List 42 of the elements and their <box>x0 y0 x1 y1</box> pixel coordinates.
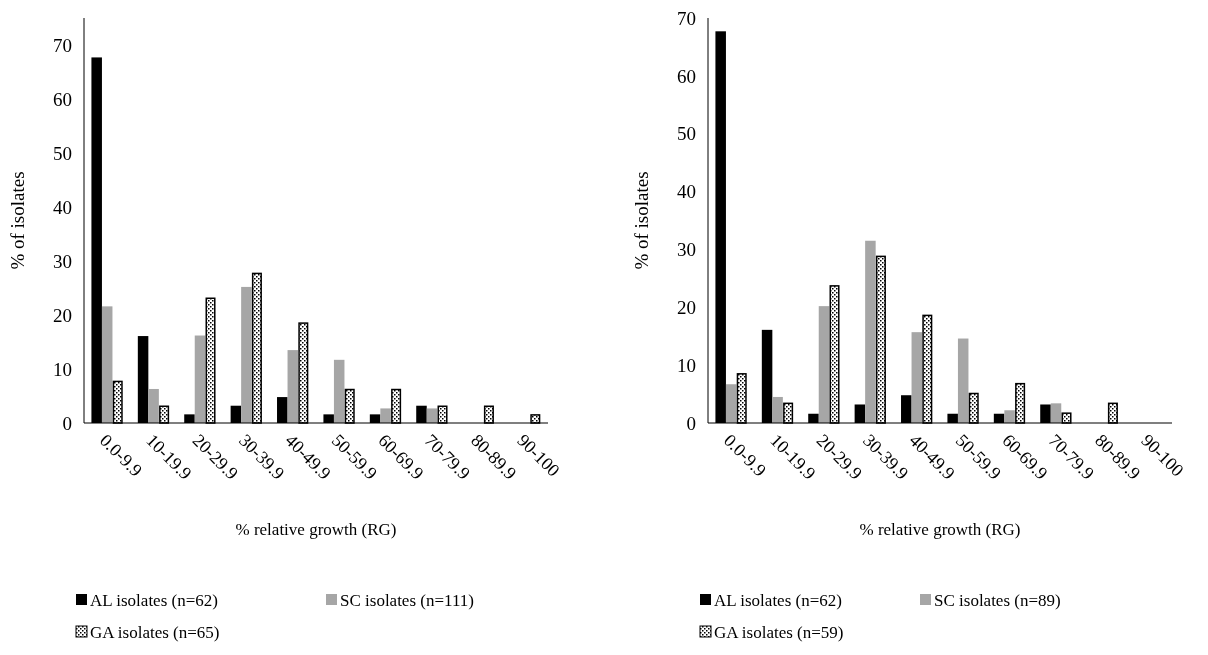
bar <box>818 306 830 423</box>
bar <box>241 286 252 423</box>
bar <box>957 338 969 423</box>
y-tick-label: 40 <box>53 196 72 218</box>
y-tick-label: 0 <box>686 412 696 434</box>
bar <box>1050 403 1062 423</box>
bar <box>865 240 876 423</box>
y-tick-label: 20 <box>677 296 696 318</box>
legend-label: AL isolates (n=62) <box>714 590 842 610</box>
bar <box>148 388 159 423</box>
legend-label: SC isolates (n=111) <box>340 590 474 610</box>
y-tick-label: 30 <box>53 250 72 272</box>
bar <box>911 332 923 423</box>
legend-label: AL isolates (n=62) <box>90 590 218 610</box>
y-tick-label: 10 <box>677 354 696 376</box>
y-tick-label: 30 <box>677 239 696 261</box>
bar <box>101 306 113 423</box>
y-tick-label: 40 <box>677 181 696 203</box>
bar <box>426 408 438 423</box>
bar <box>287 350 299 423</box>
y-tick-label: 70 <box>53 34 72 56</box>
legend-label: GA isolates (n=59) <box>714 622 844 642</box>
y-axis-title: % of isolates <box>7 171 28 270</box>
y-axis-title: % of isolates <box>631 171 652 270</box>
legend-label: SC isolates (n=89) <box>934 590 1061 610</box>
y-tick-label: 20 <box>53 304 72 326</box>
bar <box>380 408 391 423</box>
y-tick-label: 70 <box>677 7 696 29</box>
bar <box>333 359 345 423</box>
bar <box>772 396 783 423</box>
x-axis-title: % relative growth (RG) <box>859 520 1021 539</box>
bar <box>194 335 206 423</box>
y-tick-label: 10 <box>53 358 72 380</box>
x-axis-title: % relative growth (RG) <box>235 520 397 539</box>
y-tick-label: 50 <box>53 142 72 164</box>
y-tick-label: 50 <box>677 123 696 145</box>
bar <box>725 384 737 423</box>
y-tick-label: 0 <box>62 412 72 434</box>
legend-label: GA isolates (n=65) <box>90 622 220 642</box>
y-tick-label: 60 <box>53 88 72 110</box>
bar <box>1004 410 1015 423</box>
y-tick-label: 60 <box>677 65 696 87</box>
